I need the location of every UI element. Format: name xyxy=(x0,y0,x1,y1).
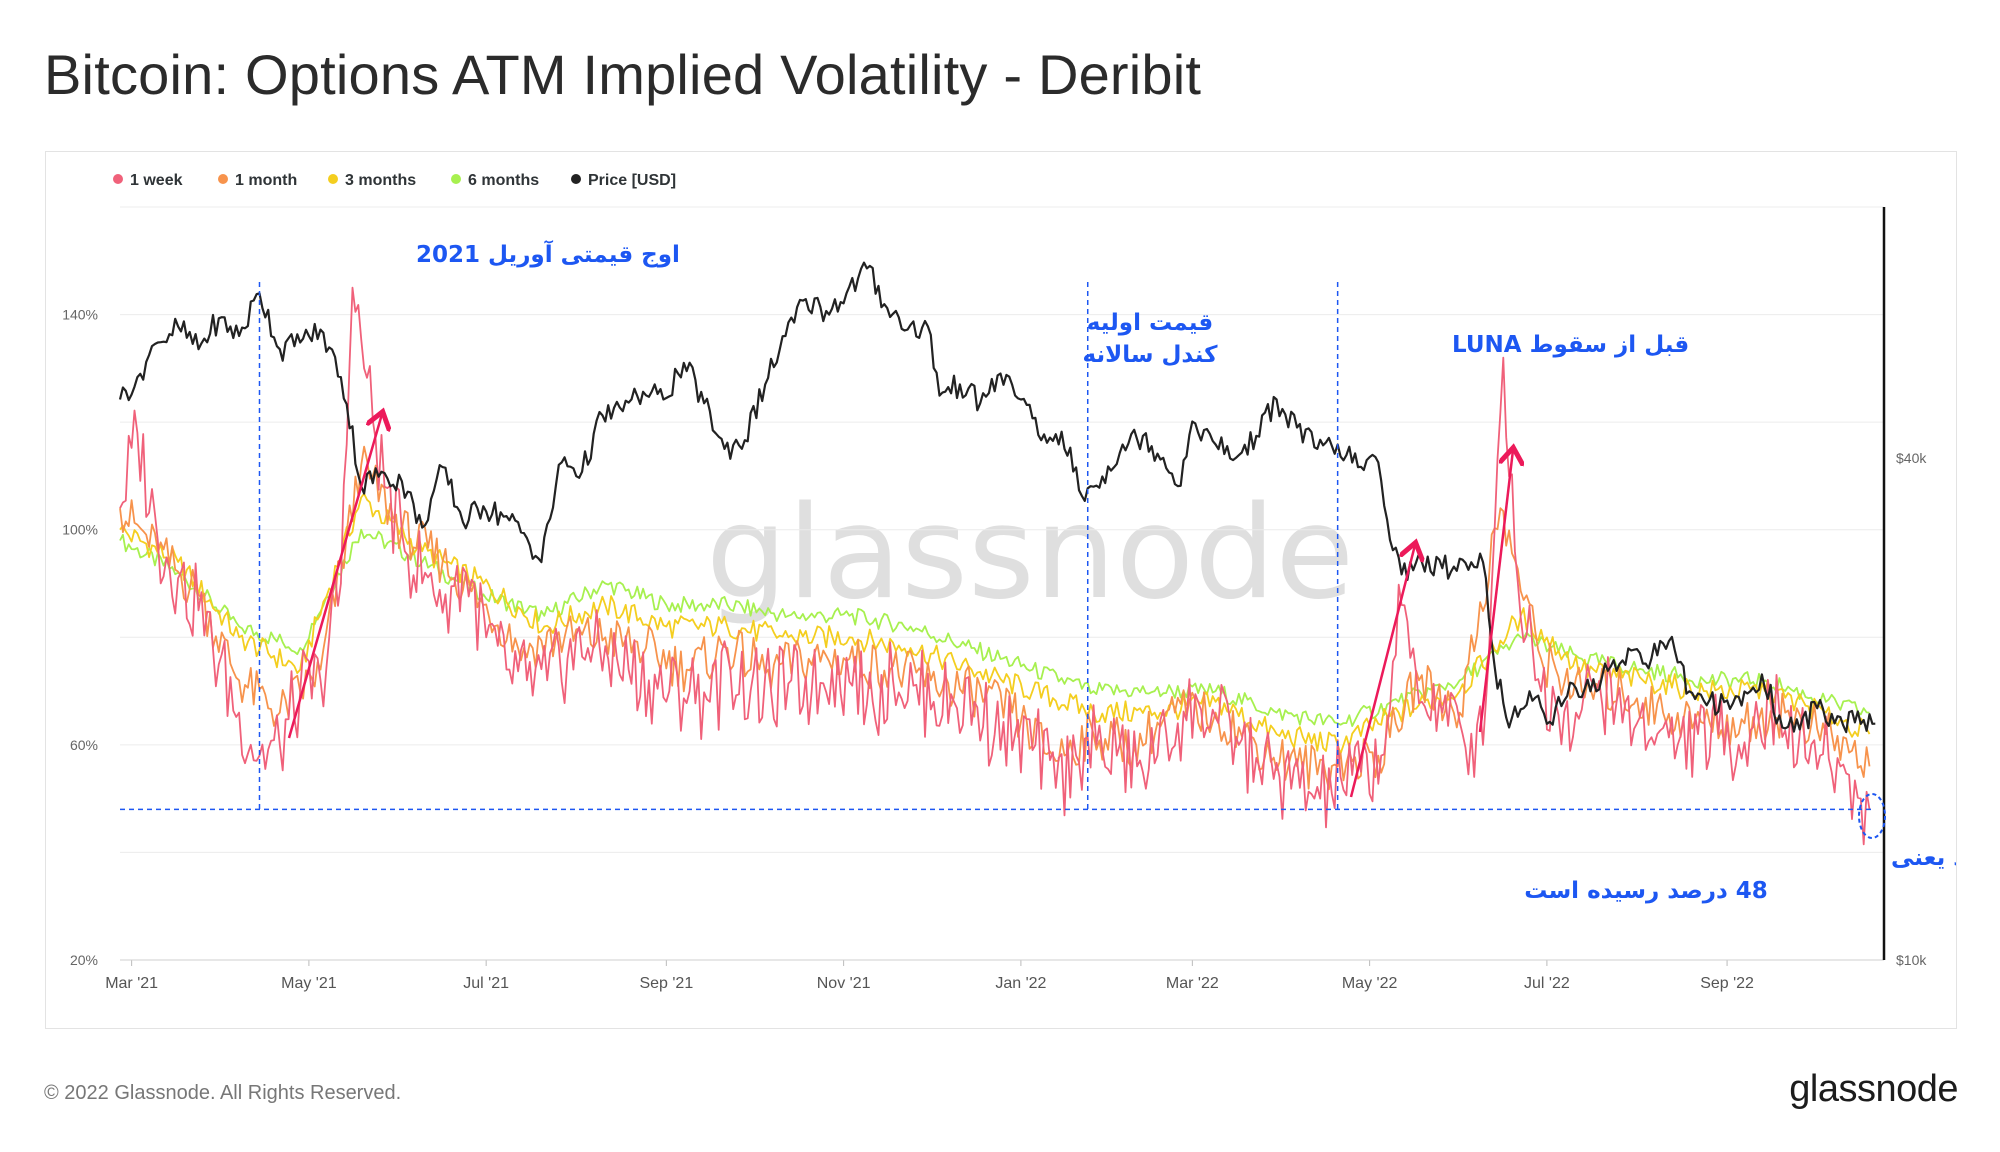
x-tick-label: Mar '22 xyxy=(1166,975,1219,992)
legend-label-price: Price [USD] xyxy=(588,172,676,189)
annotations: اوج قیمتی آوریل 2021 قیمت اولیه کندل سال… xyxy=(416,239,1956,904)
chart-panel: glassnode 1 week 1 month 3 months 6 mont… xyxy=(45,151,1957,1029)
y-tick-label: 100% xyxy=(62,522,98,538)
legend-marker-3-months xyxy=(328,174,338,184)
annotation-low-volatility-1: نوسان پیش بینی شده به پایین ترین میزان خ… xyxy=(1891,845,1956,871)
chart-svg: glassnode 1 week 1 month 3 months 6 mont… xyxy=(62,172,1956,992)
x-tick-label: Jul '22 xyxy=(1524,975,1570,992)
series-line-1-week xyxy=(119,286,1871,846)
x-tick-label: May '21 xyxy=(281,975,337,992)
legend-item-6-months[interactable]: 6 months xyxy=(451,172,539,189)
legend-label-6-months: 6 months xyxy=(468,172,539,189)
y-tick-label: 60% xyxy=(70,737,98,753)
legend-label-1-month: 1 month xyxy=(235,172,297,189)
legend-label-3-months: 3 months xyxy=(345,172,416,189)
x-tick-label: Jan '22 xyxy=(995,975,1046,992)
x-tick-label: Jul '21 xyxy=(463,975,509,992)
annotation-yearly-candle-2: کندل سالانه xyxy=(1083,342,1219,368)
y-tick-label: 140% xyxy=(62,307,98,323)
annotation-april-peak: اوج قیمتی آوریل 2021 xyxy=(416,239,680,268)
annotation-low-volatility-2: 48 درصد رسیده است xyxy=(1524,878,1768,904)
x-tick-label: Nov '21 xyxy=(817,975,871,992)
arrow-april-2021 xyxy=(287,414,382,739)
arrow-may-2022 xyxy=(1349,545,1415,798)
series-group xyxy=(118,261,1876,846)
y-axis-left: 20% 60% 100% 140% xyxy=(62,307,98,968)
legend-item-1-month[interactable]: 1 month xyxy=(218,172,297,189)
x-tick-label: May '22 xyxy=(1342,975,1398,992)
x-tick-label: Sep '22 xyxy=(1700,975,1754,992)
annotation-yearly-candle-1: قیمت اولیه xyxy=(1087,310,1213,336)
legend: 1 week 1 month 3 months 6 months Price [… xyxy=(113,172,676,189)
low-point-marker xyxy=(1858,793,1886,839)
x-tick-label: Sep '21 xyxy=(639,975,693,992)
page-title: Bitcoin: Options ATM Implied Volatility … xyxy=(44,43,1202,106)
x-tick-label: Mar '21 xyxy=(105,975,158,992)
grid xyxy=(120,206,1884,961)
series-line-price-usd xyxy=(118,261,1876,734)
y-axis-right: $10k $40k xyxy=(1896,450,1927,968)
footer-logo[interactable]: glassnode xyxy=(1789,1068,1958,1110)
y-right-tick-label: $40k xyxy=(1896,450,1927,466)
arrow-june-2022 xyxy=(1478,450,1513,733)
legend-item-3-months[interactable]: 3 months xyxy=(328,172,416,189)
legend-marker-1-month xyxy=(218,174,228,184)
y-right-tick-label: $10k xyxy=(1896,952,1927,968)
footer-copyright: © 2022 Glassnode. All Rights Reserved. xyxy=(44,1082,402,1104)
annotation-before-luna: قبل از سقوط LUNA xyxy=(1452,332,1689,358)
y-tick-label: 20% xyxy=(70,952,98,968)
trend-arrows xyxy=(287,414,1513,798)
series-line-1-month xyxy=(119,445,1871,791)
legend-marker-6-months xyxy=(451,174,461,184)
legend-marker-price xyxy=(571,174,581,184)
legend-item-price[interactable]: Price [USD] xyxy=(571,172,676,189)
legend-item-1-week[interactable]: 1 week xyxy=(113,172,183,189)
reference-lines xyxy=(120,282,1871,811)
x-axis: Mar '21 May '21 Jul '21 Sep '21 Nov '21 Jan '… xyxy=(105,959,1884,992)
legend-marker-1-week xyxy=(113,174,123,184)
watermark: glassnode xyxy=(706,479,1354,628)
legend-label-1-week: 1 week xyxy=(130,172,183,189)
